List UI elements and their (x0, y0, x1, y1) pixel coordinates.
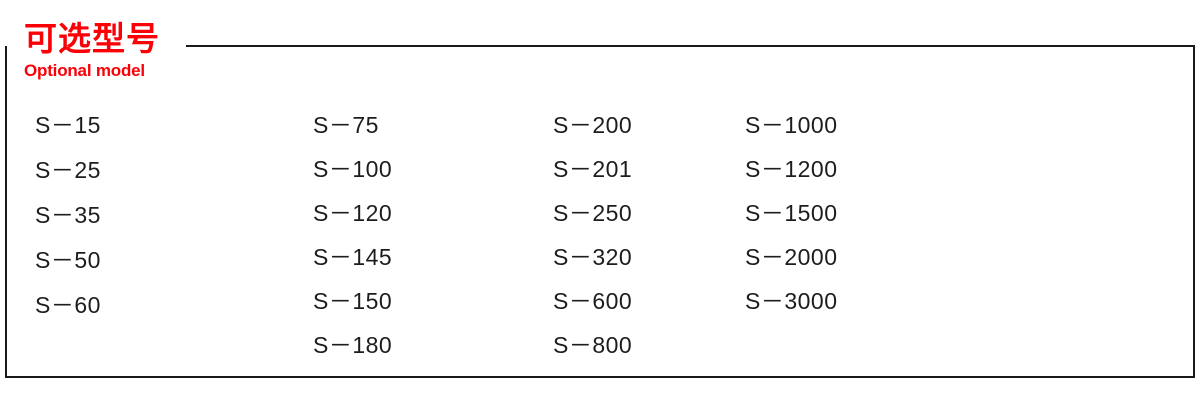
model-item: S－200 (553, 112, 633, 138)
model-column-3: S－200 S－201 S－250 S－320 S－600 S－800 (553, 46, 632, 357)
model-item: S－100 (313, 156, 393, 182)
model-column-2: S－75 S－100 S－120 S－145 S－150 S－180 (313, 46, 392, 357)
model-item: S－75 (313, 112, 379, 138)
model-item: S－250 (553, 200, 633, 226)
model-item: S－1200 (745, 156, 838, 182)
model-item: S－1500 (745, 200, 838, 226)
model-item: S－2000 (745, 244, 838, 270)
model-item: S－145 (313, 244, 393, 270)
section-title-cn: 可选型号 (24, 20, 160, 57)
model-item: S－201 (553, 156, 633, 182)
section-heading: 可选型号 Optional model (24, 20, 194, 82)
model-item: S－120 (313, 200, 393, 226)
model-item: S－35 (35, 202, 101, 228)
model-item: S－320 (553, 244, 633, 270)
section-title-en: Optional model (24, 61, 145, 80)
model-item: S－180 (313, 332, 393, 358)
model-item: S－50 (35, 247, 101, 273)
model-item: S－150 (313, 288, 393, 314)
model-item: S－600 (553, 288, 633, 314)
model-column-4: S－1000 S－1200 S－1500 S－2000 S－3000 (745, 46, 838, 313)
model-item: S－800 (553, 332, 633, 358)
model-item: S－15 (35, 112, 101, 138)
model-column-1: S－15 S－25 S－35 S－50 S－60 (35, 46, 101, 317)
model-item: S－3000 (745, 288, 838, 314)
model-item: S－25 (35, 157, 101, 183)
model-item: S－1000 (745, 112, 838, 138)
model-item: S－60 (35, 292, 101, 318)
model-list: S－15 S－25 S－35 S－50 S－60 S－75 S－100 S－12… (0, 46, 1200, 378)
heading-rule (186, 45, 1195, 47)
